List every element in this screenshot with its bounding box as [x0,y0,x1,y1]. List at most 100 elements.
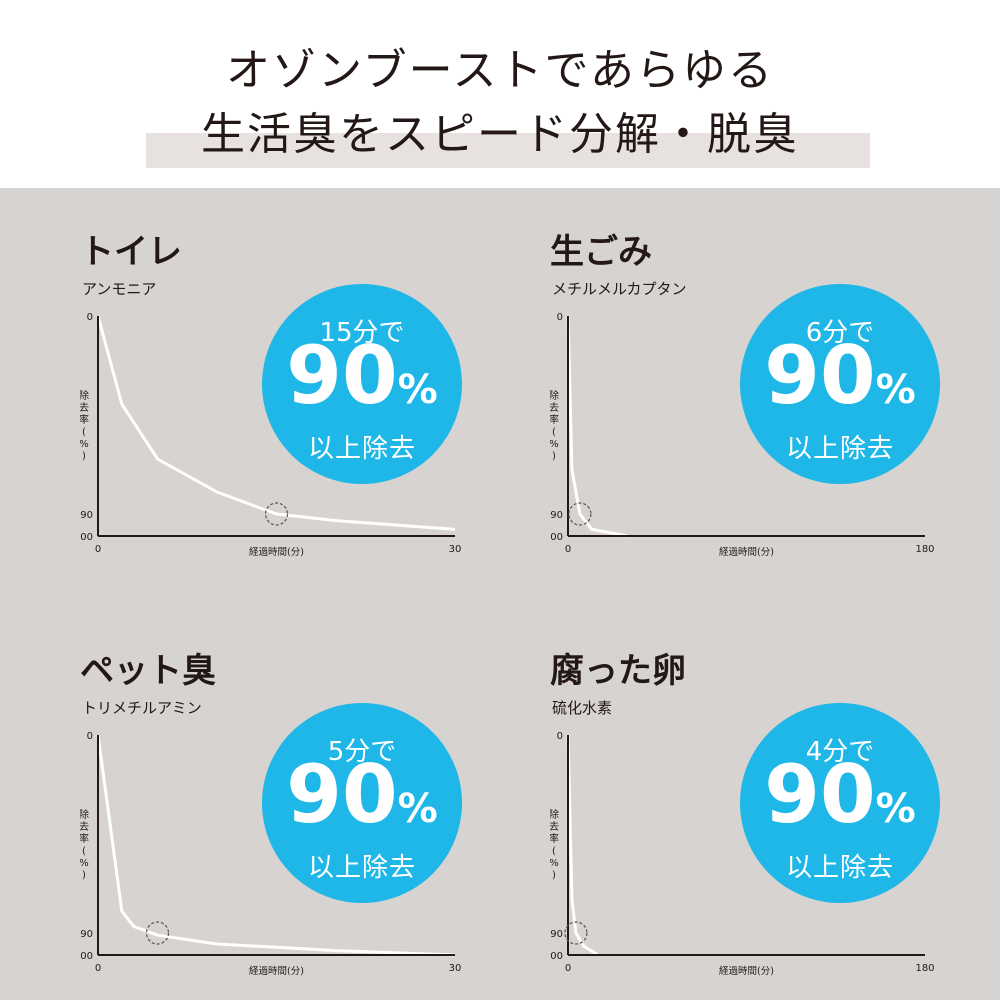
x-tick-label: 0 [565,963,571,974]
x-tick-label: 30 [449,544,462,555]
y-axis-label-char: 去 [80,402,89,414]
badge-percent: 90% [740,336,940,416]
badge-time: 15分で [319,318,405,348]
y-axis-label-char: ) [552,870,556,881]
badge-caption: 以上除去 [785,434,894,464]
badge-percent-sign: % [397,367,438,413]
removal-chart-toilet: 090100030経過時間(分)除去率(%) [80,312,462,558]
panel-subtitle: トリメチルアミン [82,699,202,717]
y-axis-label-char: 除 [550,808,559,821]
badge-value: 90 [764,329,876,422]
y-axis-label-char: % [550,858,559,869]
y-axis-label-char: ) [82,870,86,881]
removal-chart-food-waste: 0901000180経過時間(分)除去率(%) [550,312,935,558]
badge-value: 90 [764,748,876,841]
badge-percent: 90% [262,755,462,835]
x-tick-label: 0 [95,963,101,974]
removal-chart-rotten-egg: 0901000180経過時間(分)除去率(%) [550,731,935,977]
x-axis-label: 経過時間(分) [249,965,304,977]
x-axis-label: 経過時間(分) [719,546,774,558]
badge-percent: 90% [740,755,940,835]
y-axis-label-char: 率 [550,832,559,845]
y-axis-label-char: ( [82,846,86,857]
x-axis-label: 経過時間(分) [719,965,774,977]
title-highlight-band [146,133,870,168]
y-axis-label-char: 率 [550,413,559,426]
ninety-percent-marker [564,921,588,945]
y-tick-label: 100 [550,532,563,543]
badge-percent: 90% [262,336,462,416]
y-tick-label: 0 [557,731,563,742]
y-axis-label-char: ( [82,427,86,438]
y-tick-label: 100 [550,951,563,962]
y-axis-label-char: 率 [80,413,89,426]
y-axis-label-char: 除 [80,389,89,402]
x-axis-label: 経過時間(分) [249,546,304,558]
badge-caption: 以上除去 [307,434,416,464]
y-tick-label: 90 [550,929,563,940]
x-tick-label: 180 [915,963,934,974]
y-axis-label-char: 去 [550,821,559,833]
badge-percent-sign: % [875,367,916,413]
y-axis-label-char: ( [552,427,556,438]
badge-value: 90 [286,329,398,422]
panel-title: ペット臭 [80,651,216,691]
y-axis-label-char: ( [552,846,556,857]
result-badge: 15分で 90% 以上除去 [262,284,462,484]
badge-percent-sign: % [397,786,438,832]
badge-percent-sign: % [875,786,916,832]
y-tick-label: 90 [550,510,563,521]
ninety-percent-marker [264,502,289,526]
x-tick-label: 0 [565,544,571,555]
y-tick-label: 100 [80,951,93,962]
removal-chart-pet-odor: 090100030経過時間(分)除去率(%) [80,731,462,977]
y-axis-label-char: % [80,439,89,450]
panel-pet-odor: ペット臭 トリメチルアミン 090100030経過時間(分)除去率(%) 5分で… [80,643,550,1003]
y-tick-label: 90 [80,929,93,940]
y-axis-label-char: 去 [80,821,89,833]
badge-value: 90 [286,748,398,841]
x-tick-label: 180 [915,544,934,555]
y-tick-label: 90 [80,510,93,521]
y-tick-label: 0 [87,731,93,742]
x-tick-label: 0 [95,544,101,555]
panel-subtitle: メチルメルカプタン [552,280,687,298]
badge-time: 4分で [805,737,875,767]
headline-line-2: 生活臭をスピード分解・脱臭 [201,109,799,160]
panel-subtitle: 硫化水素 [552,699,613,717]
y-axis-label-char: 率 [80,832,89,845]
panel-title: トイレ [80,232,182,272]
panel-subtitle: アンモニア [82,280,157,298]
panel-title: 生ごみ [550,232,652,272]
badge-time: 5分で [327,737,397,767]
y-tick-label: 0 [87,312,93,323]
headline-line-1: オゾンブーストであらゆる [225,45,775,96]
panel-rotten-egg: 腐った卵 硫化水素 0901000180経過時間(分)除去率(%) 4分で 90… [550,643,1000,1003]
badge-caption: 以上除去 [307,853,416,883]
y-axis-label-char: 除 [80,808,89,821]
x-tick-label: 30 [449,963,462,974]
removal-curve [96,734,456,957]
ninety-percent-marker [568,502,592,526]
chart-grid-area: トイレ アンモニア 090100030経過時間(分)除去率(%) 15分で 90… [0,188,1000,1000]
ninety-percent-marker [145,921,170,945]
result-badge: 5分で 90% 以上除去 [262,703,462,903]
panel-toilet: トイレ アンモニア 090100030経過時間(分)除去率(%) 15分で 90… [80,224,550,584]
y-axis-label-char: 去 [550,402,559,414]
panel-title: 腐った卵 [550,651,686,691]
badge-caption: 以上除去 [785,853,894,883]
removal-curve [566,315,628,538]
removal-curve [566,734,599,957]
y-tick-label: 0 [557,312,563,323]
y-axis-label-char: % [80,858,89,869]
y-axis-label-char: ) [82,451,86,462]
result-badge: 6分で 90% 以上除去 [740,284,940,484]
badge-time: 6分で [805,318,875,348]
y-tick-label: 100 [80,532,93,543]
y-axis-label-char: ) [552,451,556,462]
y-axis-label-char: 除 [550,389,559,402]
panel-food-waste: 生ごみ メチルメルカプタン 0901000180経過時間(分)除去率(%) 6分… [550,224,1000,584]
y-axis-label-char: % [550,439,559,450]
removal-curve [96,315,456,531]
result-badge: 4分で 90% 以上除去 [740,703,940,903]
